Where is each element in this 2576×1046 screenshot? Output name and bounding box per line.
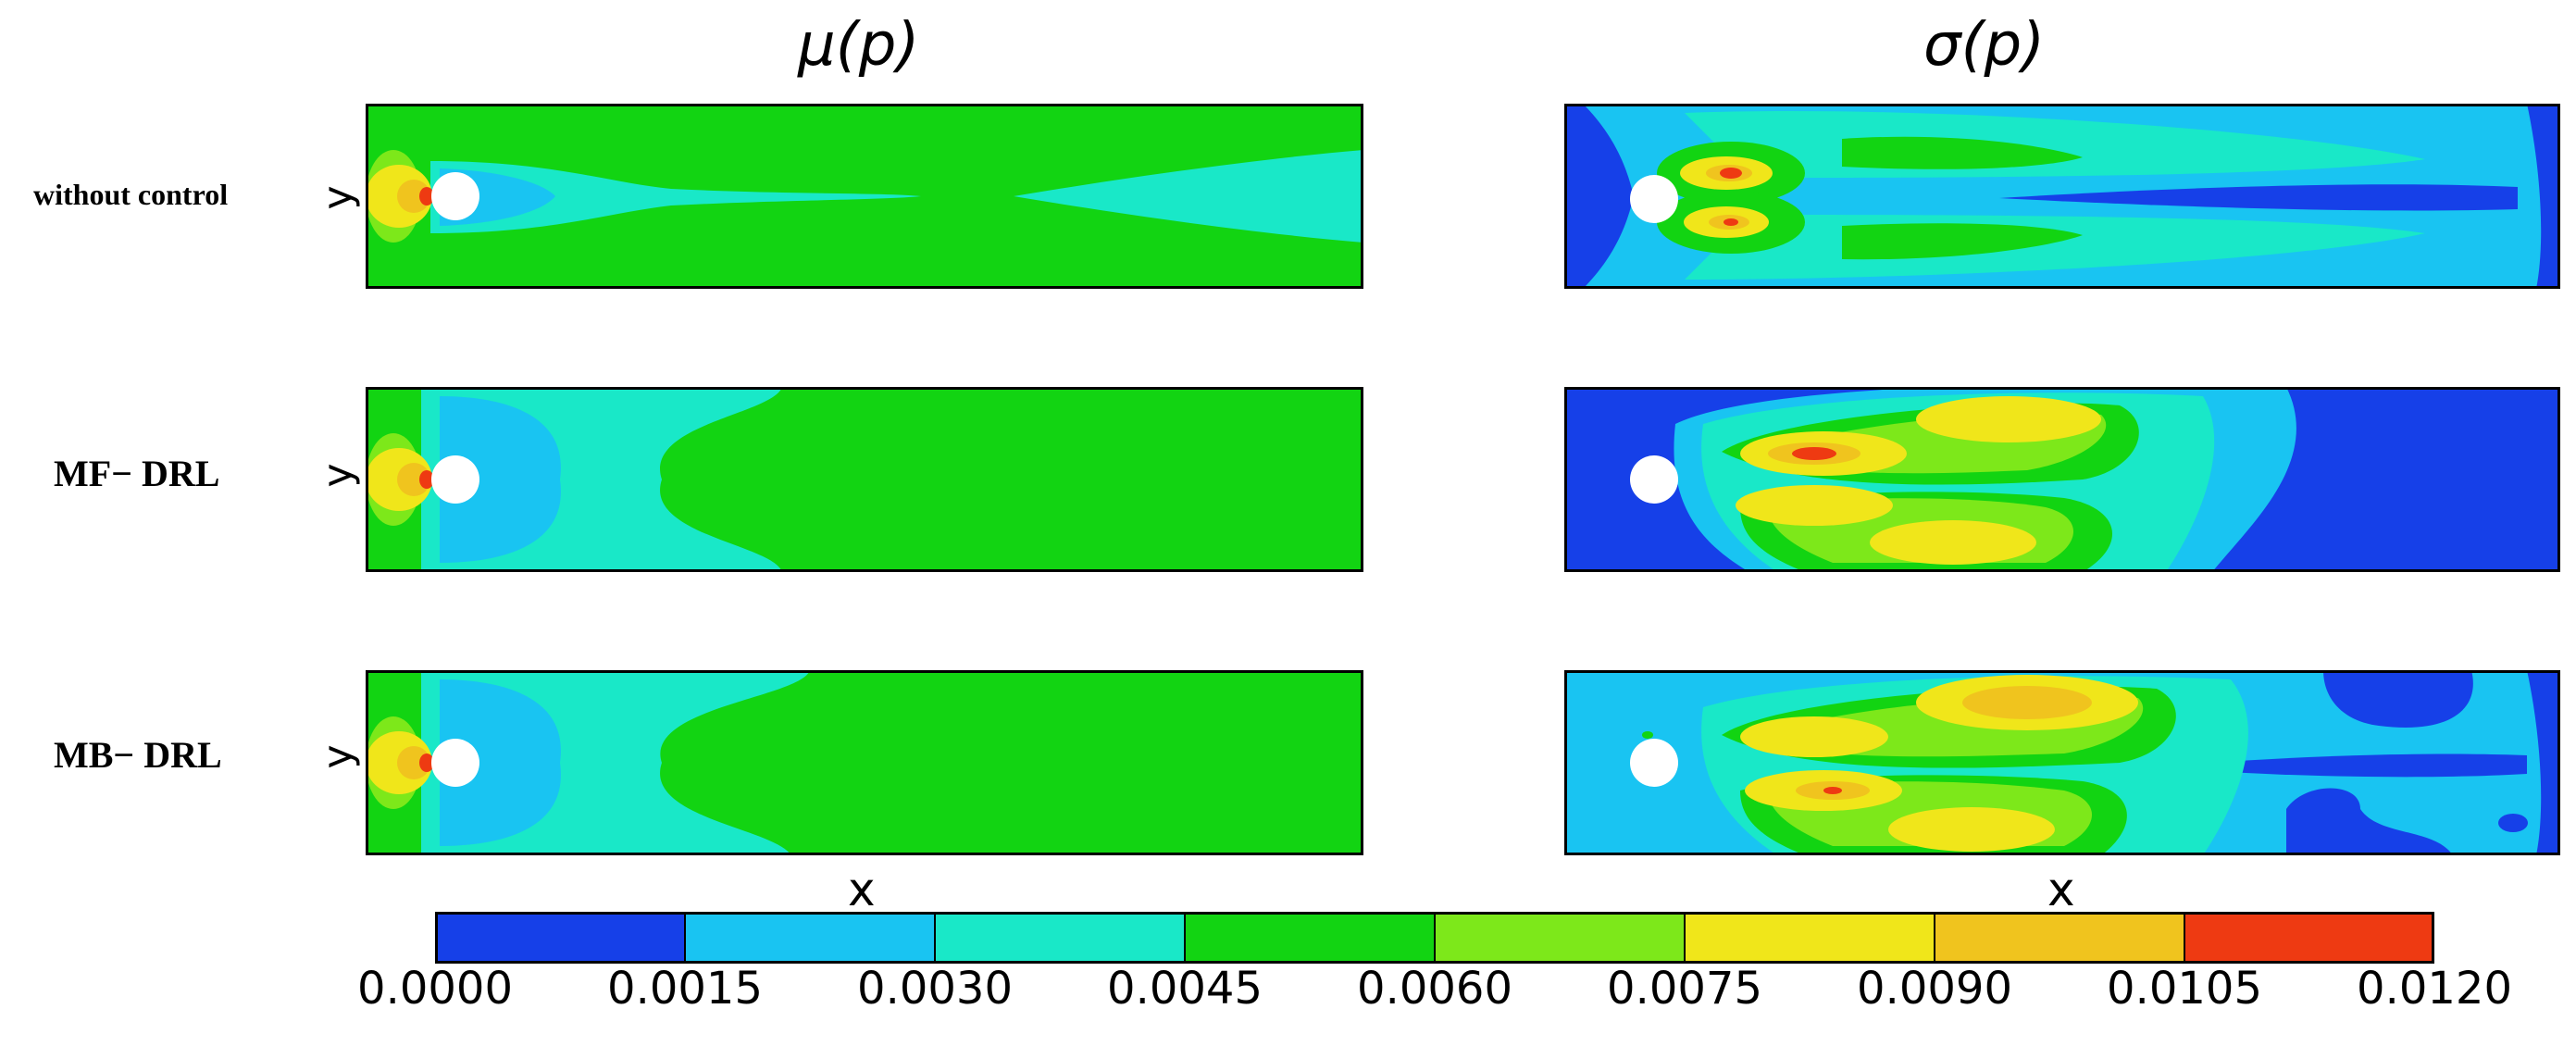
contour-yellow-bottom: [1888, 807, 2055, 852]
cylinder: [1630, 739, 1678, 787]
xlabel-std: x: [2047, 863, 2075, 916]
colorbar-tick-label: 0.0060: [1357, 963, 1512, 1015]
cylinder: [1630, 175, 1678, 223]
contour-yellow-lower: [1736, 485, 1893, 526]
row-label-mb-drl: MB− DRL: [54, 734, 222, 776]
ylabel-row-3: y: [314, 744, 362, 769]
contour-red-upper: [1792, 447, 1836, 460]
contour-dark-upstream: [1564, 104, 1634, 289]
contour-stagnation-red: [419, 187, 434, 205]
std-pressure-title: σ(p): [1923, 11, 2046, 80]
mean-panel-mf-drl: [366, 387, 1363, 572]
colorbar-tick-label: 0.0000: [357, 963, 513, 1015]
contour-red-upper: [1720, 168, 1742, 179]
xlabel-mean: x: [848, 863, 876, 916]
panel-frame: [366, 104, 1363, 289]
colorbar-segment-0: [435, 912, 686, 964]
contour-orange-top: [1962, 686, 2092, 719]
colorbar-segment-1: [685, 912, 936, 964]
colorbar-frame: [435, 912, 2434, 964]
panel-frame: [1564, 104, 2560, 289]
contour-dark-right: [2527, 104, 2560, 289]
contour-dark-centerline: [2157, 753, 2527, 778]
colorbar-tick-label: 0.0105: [2107, 963, 2262, 1015]
contour-green-lower: [1842, 223, 2083, 260]
contour-upstream-orange: [397, 746, 430, 779]
colorbar-tick-label: 0.0015: [607, 963, 763, 1015]
colorbar-segment-5: [1685, 912, 1935, 964]
colorbar-tick-label: 0.0120: [2357, 963, 2512, 1015]
colorbar-tick-label: 0.0030: [857, 963, 1013, 1015]
colorbar-segment-6: [1935, 912, 2185, 964]
colorbar-tick-label: 0.0045: [1107, 963, 1263, 1015]
contour-dark-centerline: [1999, 184, 2518, 211]
mean-panel-without-control: [366, 104, 1363, 289]
contour-stagnation-red: [419, 753, 434, 772]
cylinder: [431, 739, 479, 787]
ylabel-row-2: y: [314, 463, 362, 488]
contour-blue-wake: [440, 679, 561, 846]
contour-yellow-bottom: [1870, 520, 2036, 565]
contour-dark-spot: [2498, 814, 2528, 832]
cylinder: [431, 455, 479, 504]
colorbar-segment-3: [1185, 912, 1436, 964]
panel-frame: [1564, 387, 2560, 572]
std-panel-without-control: [1564, 104, 2560, 289]
ylabel-row-1: y: [314, 185, 362, 210]
contour-yellow-top: [1916, 396, 2101, 442]
contour-upstream-orange: [397, 463, 430, 496]
contour-wake-band: [430, 161, 921, 233]
contour-dark-bottom: [2286, 788, 2453, 855]
contour-green-upper: [1842, 136, 2083, 169]
cylinder: [1630, 455, 1678, 504]
mean-pressure-title: μ(p): [798, 11, 920, 80]
mean-panel-mb-drl: [366, 670, 1363, 855]
contour-yellow-upper: [1740, 716, 1888, 757]
cylinder: [431, 172, 479, 220]
contour-red-lower: [1823, 787, 1842, 794]
std-panel-mf-drl: [1564, 387, 2560, 572]
contour-upstream-orange: [397, 180, 430, 213]
std-panel-mb-drl: [1564, 670, 2560, 855]
contour-dark-right-edge: [2527, 670, 2560, 855]
colorbar-segment-2: [935, 912, 1186, 964]
contour-blue-wake: [440, 396, 561, 563]
contour-dark-top-right: [2323, 670, 2473, 728]
row-label-without-control: without control: [33, 178, 229, 211]
colorbar: [435, 912, 2434, 964]
contour-red-lower: [1724, 218, 1738, 226]
colorbar-segment-4: [1435, 912, 1686, 964]
contour-stagnation-red: [419, 470, 434, 489]
colorbar-tick-label: 0.0075: [1607, 963, 1762, 1015]
panel-frame: [366, 387, 1363, 572]
panel-frame: [1564, 670, 2560, 855]
colorbar-tick-label: 0.0090: [1857, 963, 2012, 1015]
panel-frame: [366, 670, 1363, 855]
colorbar-segment-7: [2184, 912, 2434, 964]
row-label-mf-drl: MF− DRL: [54, 453, 220, 494]
contour-downstream-band: [1014, 150, 1363, 243]
contour-green-tiny: [1642, 731, 1653, 739]
